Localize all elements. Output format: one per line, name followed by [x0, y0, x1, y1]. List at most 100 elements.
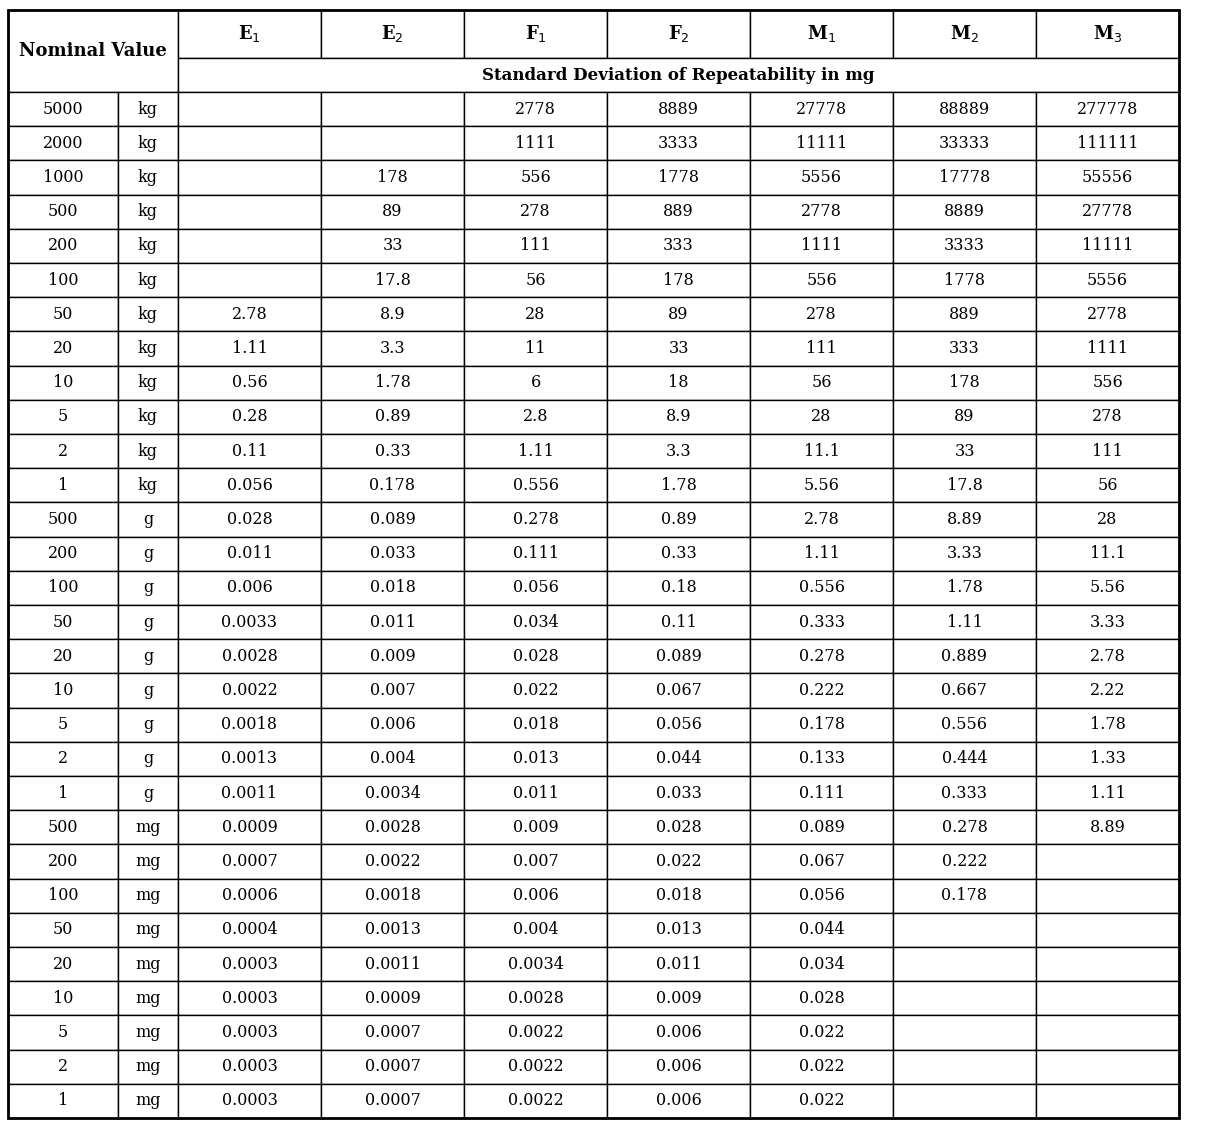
- Text: 2.78: 2.78: [1090, 647, 1125, 664]
- Bar: [178, 502, 320, 537]
- Text: mg: mg: [135, 1092, 160, 1109]
- Bar: [8, 571, 118, 605]
- Text: 0.222: 0.222: [799, 682, 844, 699]
- Bar: [118, 502, 178, 537]
- Text: 0.089: 0.089: [656, 647, 702, 664]
- Text: 3333: 3333: [944, 238, 985, 254]
- Text: 0.0028: 0.0028: [507, 990, 563, 1007]
- Text: 0.0007: 0.0007: [364, 1024, 420, 1042]
- Text: 0.006: 0.006: [656, 1092, 702, 1109]
- Text: 3.33: 3.33: [947, 545, 982, 562]
- Text: 0.18: 0.18: [660, 580, 697, 597]
- Text: 100: 100: [47, 580, 78, 597]
- Text: kg: kg: [138, 271, 158, 288]
- Text: 1111: 1111: [801, 238, 843, 254]
- Bar: [1036, 400, 1179, 434]
- Bar: [464, 673, 607, 707]
- Bar: [1036, 811, 1179, 844]
- Text: 500: 500: [47, 511, 78, 528]
- Text: 500: 500: [47, 203, 78, 221]
- Bar: [1036, 707, 1179, 742]
- Bar: [464, 297, 607, 331]
- Bar: [1036, 331, 1179, 366]
- Text: 0.556: 0.556: [799, 580, 845, 597]
- Bar: [320, 1016, 464, 1049]
- Bar: [178, 400, 320, 434]
- Text: 0.0022: 0.0022: [364, 854, 420, 870]
- Text: E$_2$: E$_2$: [381, 24, 404, 45]
- Bar: [1036, 1084, 1179, 1118]
- Bar: [464, 605, 607, 640]
- Bar: [607, 263, 750, 297]
- Bar: [118, 947, 178, 981]
- Bar: [607, 160, 750, 195]
- Text: M$_2$: M$_2$: [951, 24, 978, 45]
- Bar: [894, 605, 1036, 640]
- Bar: [607, 126, 750, 160]
- Bar: [607, 707, 750, 742]
- Bar: [1036, 571, 1179, 605]
- Text: 0.11: 0.11: [660, 614, 697, 631]
- Bar: [118, 400, 178, 434]
- Text: 0.028: 0.028: [656, 819, 702, 835]
- Bar: [320, 878, 464, 913]
- Bar: [1036, 640, 1179, 673]
- Text: 0.0011: 0.0011: [364, 956, 420, 973]
- Bar: [750, 366, 894, 400]
- Text: g: g: [143, 614, 153, 631]
- Bar: [464, 160, 607, 195]
- Text: 0.33: 0.33: [375, 443, 410, 459]
- Bar: [8, 1016, 118, 1049]
- Bar: [894, 297, 1036, 331]
- Text: 0.28: 0.28: [232, 409, 267, 426]
- Bar: [1036, 947, 1179, 981]
- Text: 0.33: 0.33: [660, 545, 697, 562]
- Text: 50: 50: [53, 921, 73, 938]
- Bar: [320, 126, 464, 160]
- Bar: [750, 947, 894, 981]
- Text: g: g: [143, 785, 153, 802]
- Text: 0.034: 0.034: [512, 614, 558, 631]
- Bar: [8, 434, 118, 468]
- Text: 111: 111: [806, 340, 836, 357]
- Text: 5: 5: [58, 409, 68, 426]
- Text: 0.278: 0.278: [799, 647, 845, 664]
- Bar: [607, 640, 750, 673]
- Text: 0.444: 0.444: [942, 750, 987, 768]
- Text: 2.78: 2.78: [232, 306, 267, 323]
- Text: 0.028: 0.028: [512, 647, 558, 664]
- Bar: [8, 468, 118, 502]
- Text: 1.11: 1.11: [232, 340, 267, 357]
- Bar: [607, 1049, 750, 1084]
- Bar: [607, 502, 750, 537]
- Text: 0.0007: 0.0007: [364, 1058, 420, 1075]
- Text: 0.0013: 0.0013: [221, 750, 278, 768]
- Bar: [178, 878, 320, 913]
- Text: Standard Deviation of Repeatability in mg: Standard Deviation of Repeatability in m…: [482, 66, 875, 83]
- Bar: [8, 160, 118, 195]
- Bar: [1036, 10, 1179, 59]
- Bar: [178, 537, 320, 571]
- Text: 33333: 33333: [938, 135, 991, 152]
- Bar: [464, 229, 607, 263]
- Text: mg: mg: [135, 887, 160, 904]
- Bar: [464, 10, 607, 59]
- Text: F$_2$: F$_2$: [668, 24, 690, 45]
- Text: 100: 100: [47, 887, 78, 904]
- Bar: [1036, 297, 1179, 331]
- Bar: [607, 673, 750, 707]
- Bar: [8, 742, 118, 776]
- Text: E$_1$: E$_1$: [238, 24, 261, 45]
- Bar: [8, 1084, 118, 1118]
- Bar: [894, 844, 1036, 878]
- Bar: [1036, 160, 1179, 195]
- Text: 0.89: 0.89: [660, 511, 697, 528]
- Bar: [894, 195, 1036, 229]
- Text: 10: 10: [53, 374, 73, 391]
- Text: 11.1: 11.1: [1089, 545, 1125, 562]
- Text: 1.11: 1.11: [804, 545, 839, 562]
- Bar: [178, 776, 320, 811]
- Bar: [464, 195, 607, 229]
- Text: 0.089: 0.089: [799, 819, 845, 835]
- Bar: [750, 605, 894, 640]
